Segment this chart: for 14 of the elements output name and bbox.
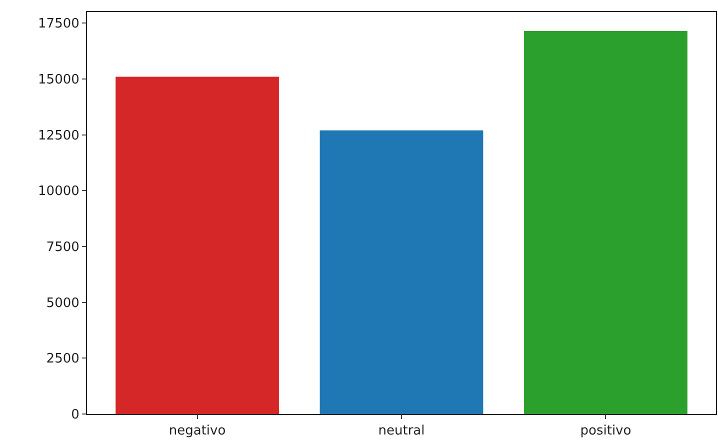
y-tick-label: 15000 (38, 72, 80, 88)
x-tick-label: neutral (378, 424, 425, 439)
x-tick-label: positivo (580, 424, 632, 439)
y-tick-label: 17500 (38, 16, 80, 32)
bar (116, 76, 279, 414)
y-tick-label: 5000 (46, 296, 80, 311)
bar (320, 130, 484, 414)
y-tick-label: 12500 (38, 128, 80, 144)
y-tick-label: 0 (71, 408, 80, 423)
y-tick-label: 7500 (46, 240, 80, 256)
y-tick-label: 10000 (38, 184, 80, 200)
bar (524, 30, 688, 414)
x-tick-label: negativo (168, 424, 226, 439)
y-tick-label: 2500 (46, 352, 80, 367)
